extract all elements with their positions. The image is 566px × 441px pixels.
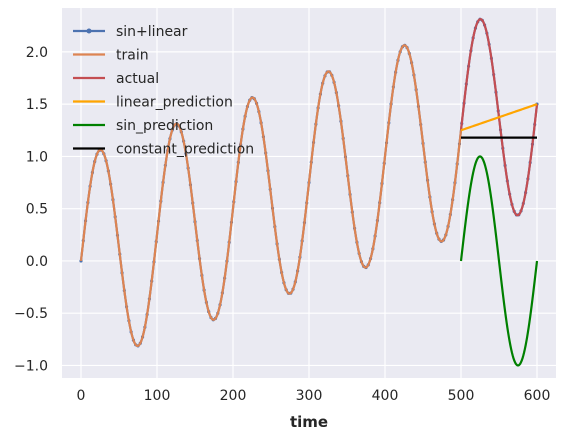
legend-label: sin_prediction bbox=[116, 118, 213, 134]
y-tick-label: 2.0 bbox=[26, 45, 48, 61]
x-tick-label: 300 bbox=[296, 388, 323, 404]
series-line-sin_prediction bbox=[459, 155, 539, 367]
legend-label: linear_prediction bbox=[116, 95, 233, 111]
y-tick-label: 0.5 bbox=[26, 202, 48, 218]
y-tick-label: 0.0 bbox=[26, 254, 48, 270]
y-tick-label: −0.5 bbox=[14, 306, 48, 322]
y-axis-ticks: −1.0 −0.5 0.0 0.5 1.0 1.5 2.0 bbox=[14, 45, 48, 375]
x-tick-label: 400 bbox=[372, 388, 399, 404]
legend: sin+linear train actual linear_predictionsi… bbox=[73, 24, 254, 158]
legend-label: train bbox=[116, 48, 149, 64]
y-tick-label: 1.0 bbox=[26, 149, 48, 165]
legend-label: actual bbox=[116, 71, 159, 87]
legend-marker bbox=[86, 28, 92, 34]
grid bbox=[62, 8, 556, 378]
series-line-linear_prediction bbox=[460, 103, 538, 132]
x-tick-label: 500 bbox=[448, 388, 475, 404]
legend-label: sin+linear bbox=[116, 24, 188, 40]
legend-label: constant_prediction bbox=[116, 142, 254, 158]
x-tick-label: 200 bbox=[220, 388, 247, 404]
series-line-train bbox=[79, 44, 463, 348]
series-layer bbox=[79, 17, 539, 367]
x-tick-label: 600 bbox=[524, 388, 551, 404]
x-tick-label: 100 bbox=[144, 388, 171, 404]
y-tick-label: 1.5 bbox=[26, 97, 48, 113]
y-tick-label: −1.0 bbox=[14, 358, 48, 374]
x-axis-label: time bbox=[290, 413, 328, 431]
x-tick-label: 0 bbox=[77, 388, 86, 404]
x-axis-ticks: 0 100 200 300 400 500 600 bbox=[77, 388, 551, 404]
